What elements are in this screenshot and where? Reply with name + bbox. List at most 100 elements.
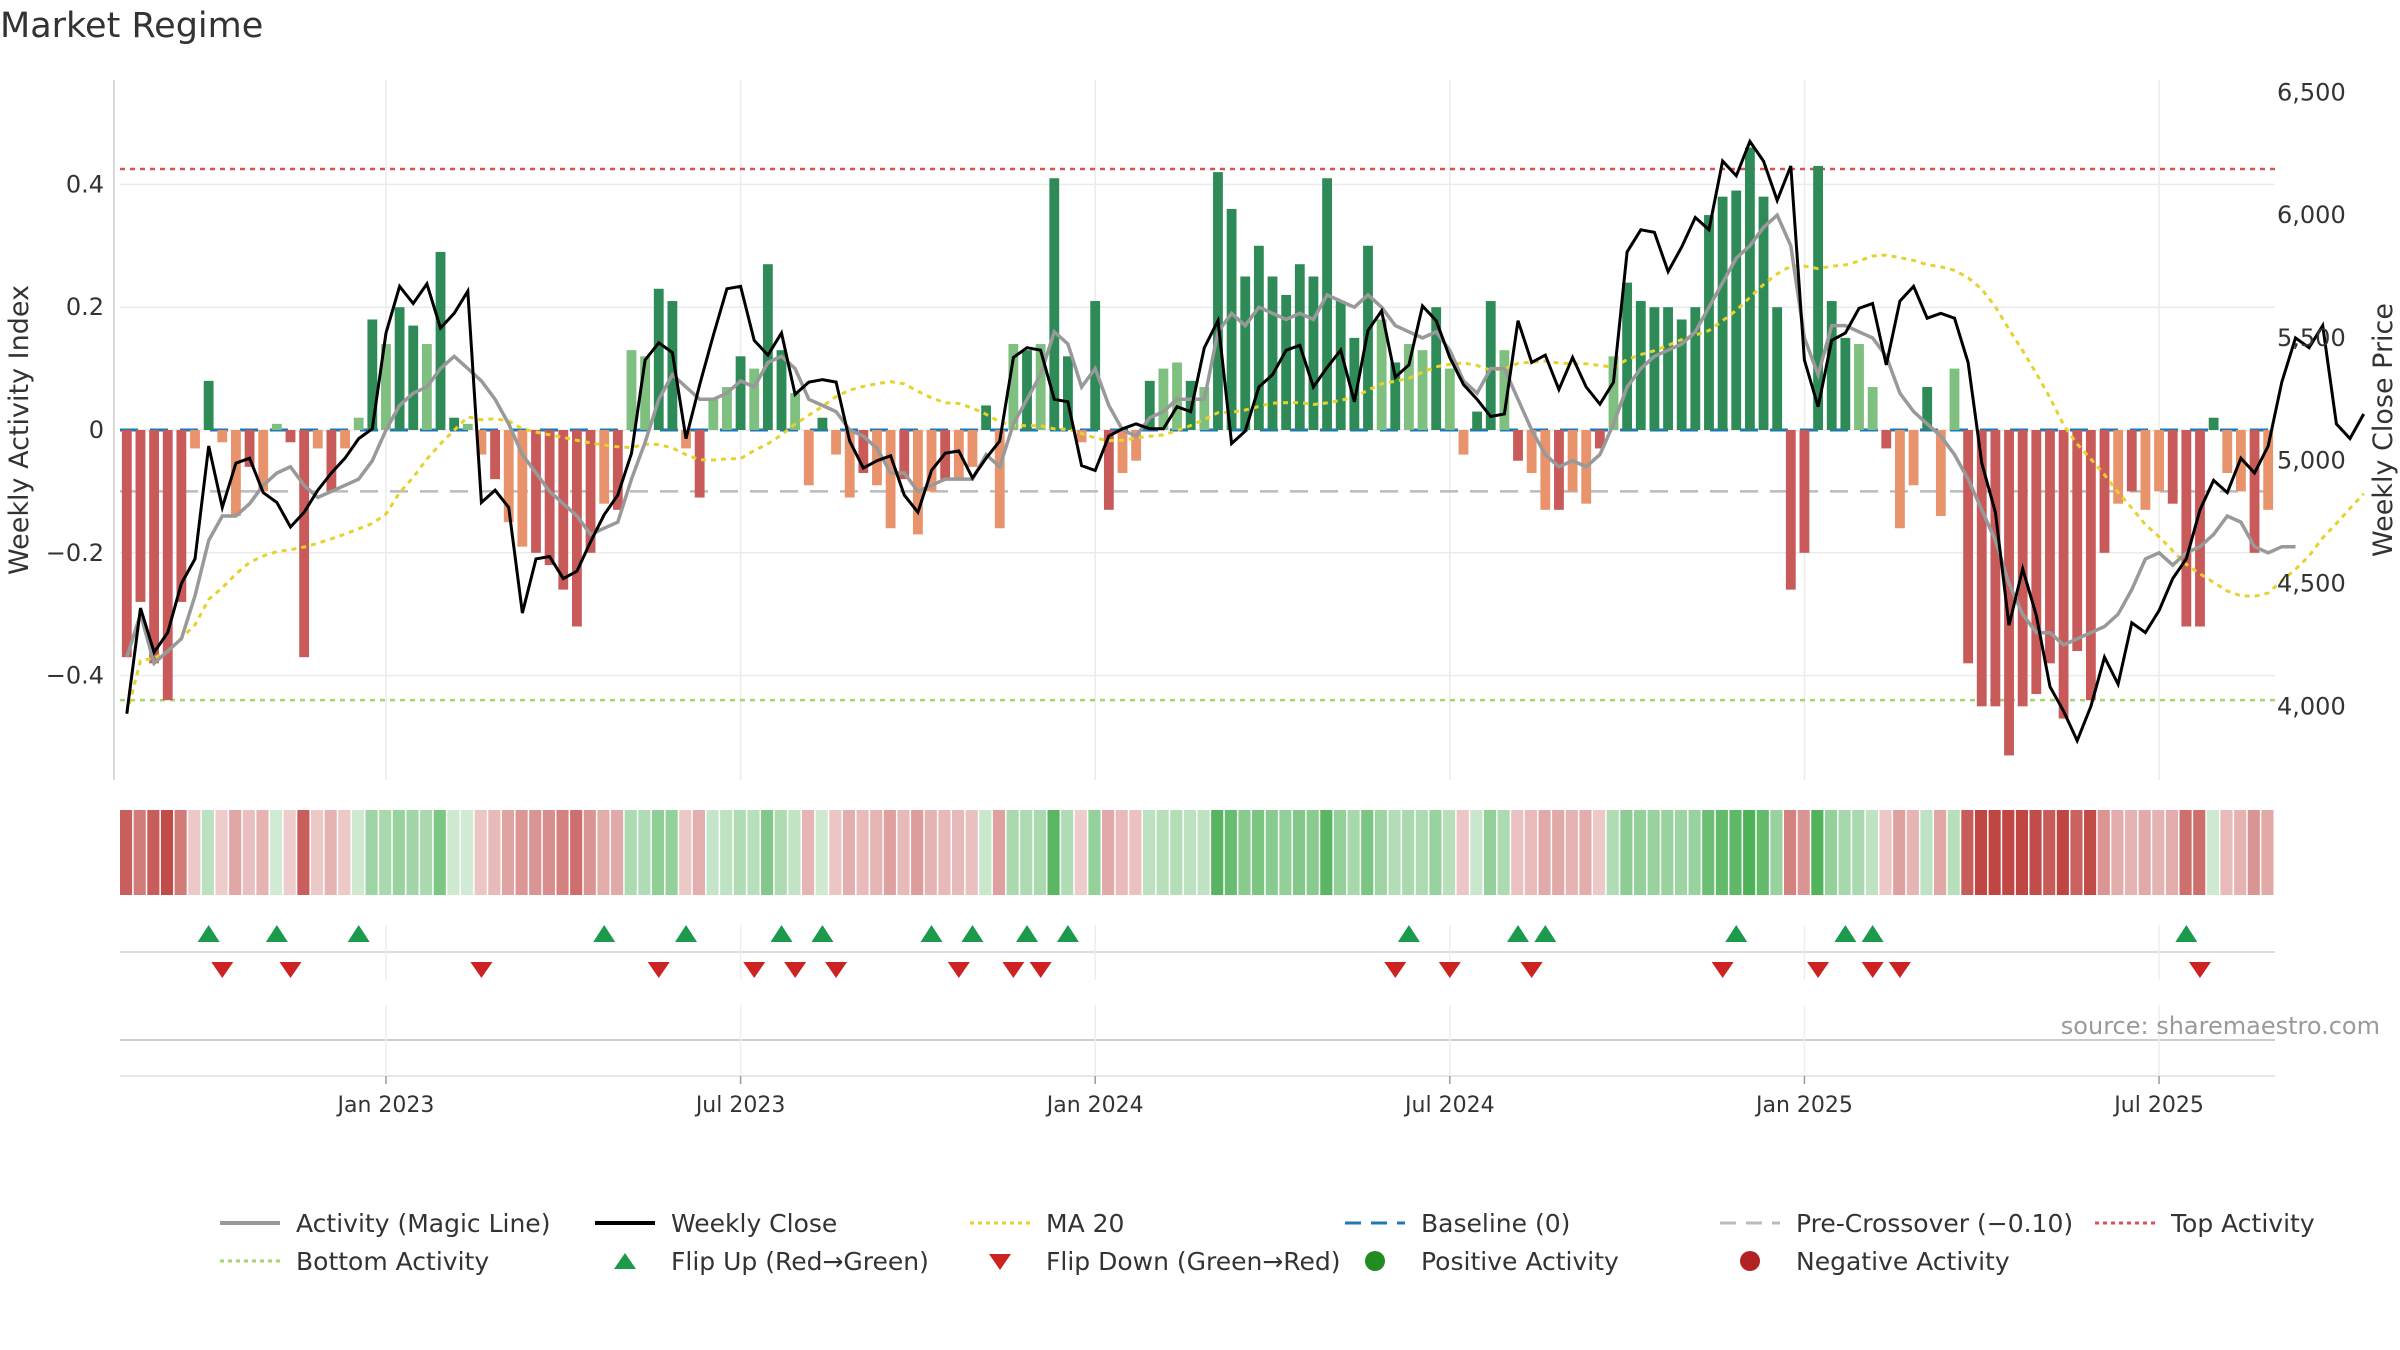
- activity-bar: [585, 430, 596, 553]
- legend-item-ma20: MA 20: [970, 1205, 1124, 1241]
- right-tick-label: 5,500: [2277, 324, 2346, 352]
- flip-up-marker: [1534, 925, 1557, 942]
- strip-cell: [1102, 810, 1115, 895]
- strip-cell: [788, 810, 801, 895]
- strip-cell: [2152, 810, 2165, 895]
- activity-bar: [831, 430, 841, 455]
- strip-cell: [1934, 810, 1947, 895]
- activity-bar: [2004, 430, 2014, 756]
- activity-bar: [1949, 368, 1960, 430]
- activity-bar: [2072, 430, 2083, 652]
- strip-cell: [1115, 810, 1128, 895]
- strip-cell: [801, 810, 815, 895]
- strip-cell: [474, 810, 487, 895]
- strip-cell: [529, 810, 542, 895]
- activity-bar: [2263, 430, 2274, 510]
- activity-bar: [994, 430, 1005, 529]
- strip-cell: [883, 810, 896, 895]
- activity-bar: [149, 430, 160, 664]
- activity-bar: [926, 430, 937, 492]
- activity-bar: [544, 430, 555, 566]
- legend-item-negative-activity: Negative Activity: [1720, 1243, 2010, 1279]
- activity-bar: [1526, 430, 1537, 473]
- activity-bar: [1704, 215, 1714, 430]
- x-tick-label: Jul 2023: [694, 1093, 786, 1118]
- strip-cell: [1374, 810, 1387, 895]
- strip-cell: [1006, 810, 1019, 895]
- activity-bar: [2195, 430, 2205, 627]
- activity-bar: [2140, 430, 2151, 510]
- activity-bar: [203, 380, 214, 430]
- activity-bar: [844, 430, 855, 498]
- strip-cell: [174, 810, 187, 895]
- strip-cell: [2165, 810, 2179, 895]
- strip-cell: [692, 810, 705, 895]
- strip-cell: [501, 810, 515, 895]
- activity-bar: [285, 430, 296, 443]
- strip-cell: [447, 810, 460, 895]
- legend-item-magic-line: Activity (Magic Line): [220, 1205, 550, 1241]
- strip-cell: [1702, 810, 1715, 895]
- activity-bar: [1049, 178, 1060, 430]
- activity-bar: [1281, 294, 1292, 430]
- strip-cell: [570, 810, 583, 895]
- strip-cell: [351, 810, 365, 895]
- activity-bar: [2154, 430, 2164, 492]
- strip-cell: [1361, 810, 1374, 895]
- strip-cell: [992, 810, 1006, 895]
- activity-bar: [1772, 307, 1783, 430]
- dotted-line-icon: [970, 1221, 1030, 1225]
- solid-line-icon: [220, 1221, 280, 1225]
- strip-cell: [938, 810, 951, 895]
- strip-cell: [1074, 810, 1087, 895]
- strip-cell: [679, 810, 692, 895]
- activity-bar: [667, 301, 678, 430]
- strip-cell: [1852, 810, 1865, 895]
- flip-down-marker: [1807, 962, 1830, 978]
- strip-cell: [965, 810, 978, 895]
- strip-cell: [310, 810, 324, 895]
- strip-cell: [1811, 810, 1824, 895]
- strip-cell: [1797, 810, 1810, 895]
- activity-bar: [449, 417, 460, 430]
- activity-bar: [2045, 430, 2055, 664]
- legend-label: Bottom Activity: [296, 1246, 490, 1276]
- strip-cell: [2015, 810, 2028, 895]
- strip-cell: [1947, 810, 1960, 895]
- strip-cell: [624, 810, 637, 895]
- activity-bar: [749, 368, 760, 430]
- triangle-up-icon: [614, 1253, 636, 1269]
- activity-bar: [653, 288, 664, 430]
- flip-up-marker: [197, 925, 220, 942]
- strip-cell: [2206, 810, 2219, 895]
- strip-cell: [1756, 810, 1769, 895]
- legend-label: Negative Activity: [1796, 1246, 2010, 1276]
- legend-label: Activity (Magic Line): [296, 1208, 551, 1238]
- left-tick-label: 0.4: [66, 170, 104, 198]
- flip-up-marker: [1725, 925, 1748, 942]
- strip-cell: [188, 810, 201, 895]
- legend-item-pre-crossover: Pre-Crossover (−0.10): [1720, 1205, 2073, 1241]
- activity-bar: [1008, 344, 1019, 430]
- strip-cell: [1865, 810, 1878, 895]
- activity-bar: [1935, 430, 1946, 516]
- activity-bar: [1785, 430, 1796, 590]
- strip-cell: [1511, 810, 1524, 895]
- strip-cell: [1224, 810, 1237, 895]
- strip-cell: [856, 810, 869, 895]
- activity-bar: [271, 423, 282, 430]
- legend-item-weekly-close: Weekly Close: [595, 1205, 837, 1241]
- axes: 0.4 0.2 0 −0.2 −0.4 6,500 6,000 5,500 5,000 4,500…: [4, 78, 2399, 780]
- activity-bar: [490, 430, 500, 480]
- activity-bar: [1308, 276, 1319, 430]
- activity-bar: [367, 319, 378, 430]
- activity-bar: [1881, 430, 1892, 449]
- activity-bar: [1867, 387, 1878, 430]
- strip-cell: [1824, 810, 1838, 895]
- activity-bar: [340, 430, 350, 449]
- flip-down-marker: [1711, 962, 1734, 978]
- triangle-down-icon: [989, 1254, 1011, 1270]
- strip-cell: [1429, 810, 1442, 895]
- activity-bar: [1922, 387, 1933, 430]
- strip-cell: [1456, 810, 1469, 895]
